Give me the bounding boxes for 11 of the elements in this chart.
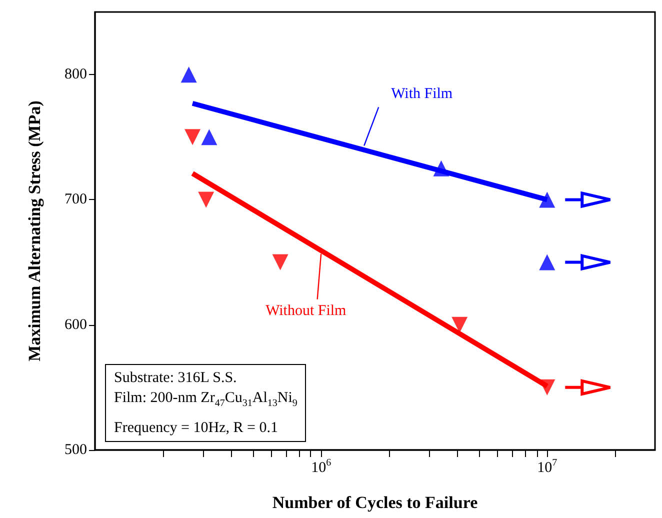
x-axis-title: Number of Cycles to Failure: [272, 493, 478, 512]
y-tick-label: 500: [64, 442, 87, 458]
y-axis-title: Maximum Alternating Stress (MPa): [25, 100, 44, 362]
y-tick-label: 800: [64, 66, 87, 83]
annotation: Film: 200-nm Zr$_{47}$Cu$_{31}$Al$_{13}$Ni$_{9}$: [114, 389, 298, 411]
y-tick-label: 700: [64, 192, 87, 208]
y-tick-label: 600: [64, 316, 87, 333]
annotation: Frequency = 10Hz, R = 0.1: [114, 419, 279, 438]
annotation: With Film: [391, 85, 453, 104]
annotation: Without Film: [266, 302, 346, 322]
annotation: Substrate: 316L S.S.: [114, 369, 238, 388]
